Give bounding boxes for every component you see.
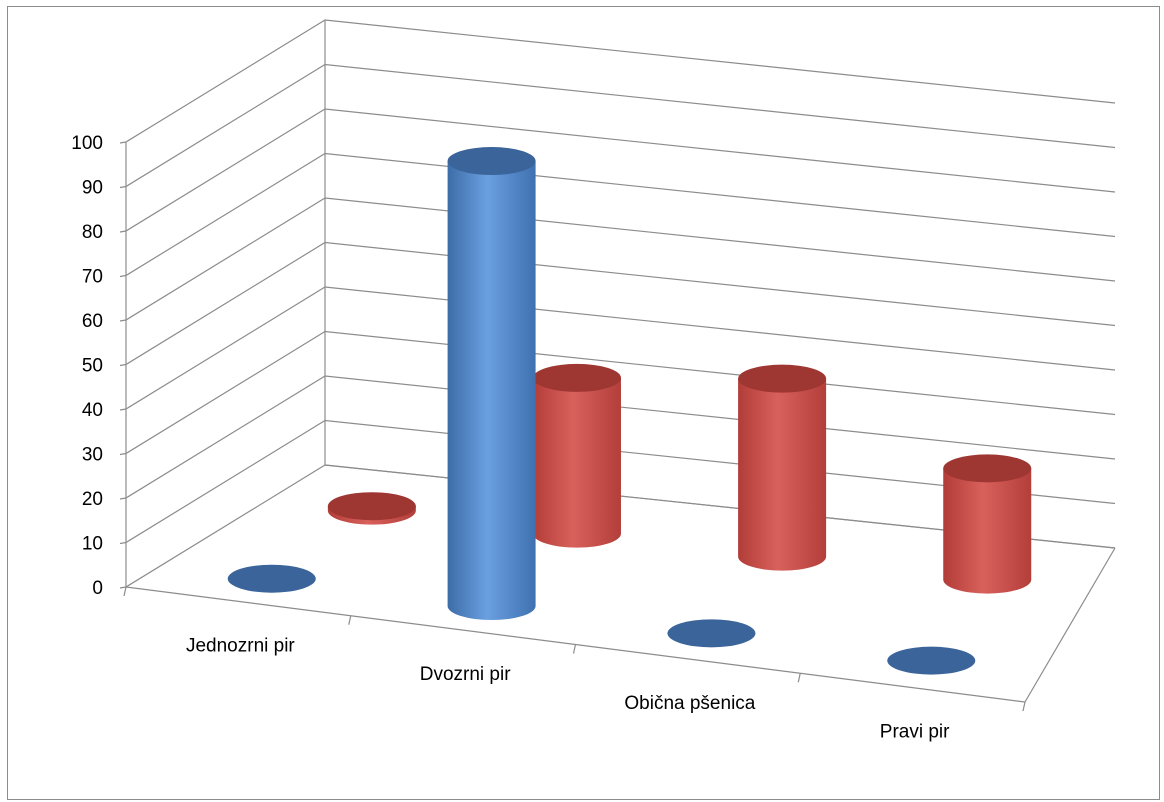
- y-tick-mark: [119, 541, 127, 545]
- cylinder-bar: [447, 147, 536, 621]
- y-tick-mark: [119, 319, 127, 322]
- y-tick-mark: [119, 185, 127, 189]
- cylinders: [227, 147, 1032, 675]
- axis-edge: [1024, 547, 1116, 703]
- x-axis-categories: Jednozrni pir Dvozrni pir Obična pšenica Pr…: [123, 586, 1026, 743]
- x-category-label: Dvozrni pir: [420, 664, 511, 685]
- gridlines: [125, 19, 1116, 703]
- cylinder-bar: [667, 619, 756, 648]
- gridline: [125, 197, 1116, 321]
- cylinder-bar: [943, 454, 1032, 594]
- cylinder-bar: [227, 564, 316, 593]
- x-tick-mark: [572, 644, 577, 654]
- gridline: [125, 241, 1116, 366]
- x-tick-mark: [797, 673, 801, 683]
- cylinder-bar: [327, 492, 416, 525]
- x-category-label: Pravi pir: [880, 722, 950, 743]
- x-category-label: Obična pšenica: [624, 693, 755, 714]
- y-tick-label: 50: [82, 356, 103, 377]
- y-tick-mark: [119, 497, 127, 500]
- cylinder-bar: [532, 363, 621, 548]
- cylinder-bar: [887, 646, 976, 675]
- y-tick-mark: [119, 452, 127, 456]
- cylinder-bar: [738, 364, 827, 571]
- x-tick-mark: [123, 586, 127, 597]
- x-tick-mark: [1022, 701, 1026, 712]
- y-tick-label: 40: [82, 400, 103, 421]
- gridline: [125, 19, 1116, 143]
- y-tick-mark: [119, 586, 127, 589]
- y-tick-mark: [119, 274, 127, 278]
- y-tick-mark: [119, 230, 127, 233]
- gridline: [125, 63, 1116, 188]
- y-tick-label: 100: [71, 133, 103, 154]
- y-tick-mark: [119, 141, 127, 144]
- gridline: [125, 108, 1116, 232]
- y-tick-label: 70: [82, 267, 103, 288]
- y-axis-ticks: 0 10 20 30 40 50 60 70 80 90 100: [71, 133, 127, 599]
- y-tick-label: 20: [82, 489, 103, 510]
- y-tick-label: 30: [82, 445, 103, 466]
- x-tick-mark: [348, 615, 352, 625]
- y-tick-label: 60: [82, 311, 103, 332]
- y-tick-mark: [119, 363, 127, 367]
- gridline: [125, 152, 1116, 277]
- y-tick-label: 10: [82, 534, 103, 555]
- y-tick-label: 80: [82, 222, 103, 243]
- x-category-label: Jednozrni pir: [186, 635, 295, 656]
- y-tick-label: 90: [82, 178, 103, 199]
- y-tick-mark: [119, 408, 127, 411]
- y-tick-label: 0: [92, 578, 103, 599]
